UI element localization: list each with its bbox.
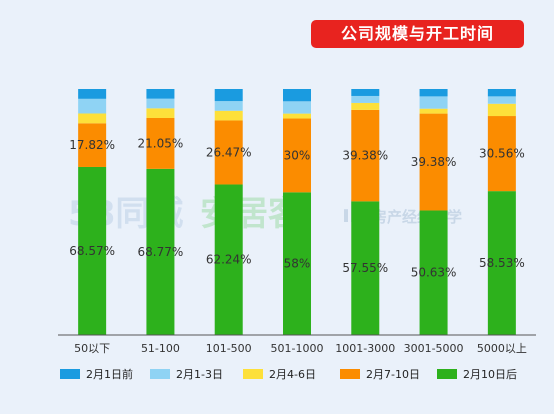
data-label-2月10日后-501-1000: 58%: [284, 257, 311, 271]
legend-label-2月1-3日: 2月1-3日: [176, 368, 223, 381]
x-tick-label-51-100: 51-100: [141, 342, 180, 355]
data-label-2月7-10日-1001-3000: 39.38%: [342, 149, 388, 163]
bar-segment-2月1日前-501-1000: [283, 89, 311, 102]
bars-layer: [78, 89, 516, 335]
legend-label-2月4-6日: 2月4-6日: [269, 368, 316, 381]
x-tick-label-3001-5000: 3001-5000: [404, 342, 464, 355]
bar-segment-2月4-6日-501-1000: [283, 113, 311, 119]
bar-segment-2月1-3日-3001-5000: [419, 96, 448, 109]
legend-swatch-2月4-6日: [243, 369, 263, 379]
bar-segment-2月4-6日-3001-5000: [419, 108, 448, 114]
legend-swatch-2月10日后: [437, 369, 457, 379]
data-label-2月7-10日-5000以上: 30.56%: [479, 147, 525, 161]
legend-item-2月7-10日: 2月7-10日: [340, 368, 420, 381]
data-label-2月7-10日-50以下: 17.82%: [69, 138, 115, 152]
chart-title: 公司规模与开工时间: [311, 20, 524, 48]
bar-segment-2月1日前-3001-5000: [419, 89, 448, 97]
legend-label-2月1日前: 2月1日前: [86, 367, 133, 381]
data-label-2月10日后-1001-3000: 57.55%: [342, 261, 388, 275]
data-label-2月10日后-50以下: 68.57%: [69, 244, 115, 258]
bar-segment-2月7-10日-5000以上: [487, 116, 516, 192]
x-tick-label-501-1000: 501-1000: [271, 342, 324, 355]
bar-segment-2月7-10日-501-1000: [283, 118, 311, 193]
bar-segment-2月1-3日-101-500: [214, 101, 243, 111]
bar-segment-2月10日后-50以下: [78, 166, 107, 335]
data-label-2月7-10日-501-1000: 30%: [284, 148, 311, 162]
bar-segment-2月1-3日-501-1000: [283, 101, 311, 114]
bar-segment-2月10日后-101-500: [214, 184, 243, 335]
watermark-layer: 58同城 安居客 房产经纪大学: [68, 194, 462, 234]
x-tick-label-101-500: 101-500: [206, 342, 252, 355]
data-label-2月7-10日-51-100: 21.05%: [138, 136, 184, 150]
data-label-2月10日后-51-100: 68.77%: [138, 245, 184, 259]
bar-segment-2月4-6日-5000以上: [487, 103, 516, 117]
x-tick-label-50以下: 50以下: [74, 342, 110, 355]
legend: 2月1日前 2月1-3日 2月4-6日 2月7-10日 2月10日后: [60, 367, 517, 381]
legend-label-2月10日后: 2月10日后: [463, 368, 517, 381]
legend-item-2月10日后: 2月10日后: [437, 368, 517, 381]
x-tick-label-1001-3000: 1001-3000: [335, 342, 395, 355]
legend-swatch-2月1-3日: [150, 369, 170, 379]
data-label-2月7-10日-3001-5000: 39.38%: [411, 155, 457, 169]
bar-segment-2月7-10日-1001-3000: [351, 109, 380, 202]
bar-segment-2月7-10日-3001-5000: [419, 113, 448, 211]
bar-segment-2月10日后-5000以上: [487, 191, 516, 335]
x-tick-label-5000以上: 5000以上: [477, 342, 527, 355]
bar-segment-2月10日后-1001-3000: [351, 201, 380, 335]
legend-item-2月1-3日: 2月1-3日: [150, 368, 223, 381]
x-tick-labels: 50以下 51-100 101-500 501-1000 1001-3000 3001-5…: [74, 342, 527, 355]
bar-segment-2月1日前-1001-3000: [351, 89, 380, 96]
bar-segment-2月1日前-101-500: [214, 89, 243, 102]
watermark-right: 房产经纪大学: [372, 208, 462, 226]
bar-segment-2月10日后-51-100: [146, 168, 175, 335]
bar-segment-2月7-10日-51-100: [146, 117, 175, 169]
bar-segment-2月1-3日-5000以上: [487, 96, 516, 104]
legend-swatch-2月7-10日: [340, 369, 360, 379]
bar-segment-2月1日前-5000以上: [487, 89, 516, 97]
legend-item-2月1日前: 2月1日前: [60, 367, 133, 381]
bar-segment-2月4-6日-101-500: [214, 110, 243, 121]
bar-segment-2月7-10日-101-500: [214, 120, 243, 185]
data-labels: 68.57% 17.82% 68.77% 21.05% 62.24% 26.47% 58% 3…: [69, 136, 524, 279]
bar-segment-2月10日后-3001-5000: [419, 210, 448, 335]
bar-segment-2月1-3日-51-100: [146, 98, 175, 109]
data-label-2月10日后-5000以上: 58.53%: [479, 256, 525, 270]
bar-segment-2月1日前-51-100: [146, 89, 175, 99]
bar-segment-2月1-3日-50以下: [78, 98, 107, 114]
bar-segment-2月4-6日-50以下: [78, 113, 107, 124]
bar-segment-2月4-6日-51-100: [146, 108, 175, 118]
data-label-2月10日后-101-500: 62.24%: [206, 253, 252, 267]
data-label-2月10日后-3001-5000: 50.63%: [411, 266, 457, 280]
legend-item-2月4-6日: 2月4-6日: [243, 368, 316, 381]
bar-segment-2月4-6日-1001-3000: [351, 102, 380, 110]
bar-segment-2月7-10日-50以下: [78, 123, 107, 167]
bar-segment-2月1日前-50以下: [78, 89, 107, 99]
data-label-2月7-10日-101-500: 26.47%: [206, 145, 252, 159]
bar-segment-2月10日后-501-1000: [283, 192, 311, 335]
legend-label-2月7-10日: 2月7-10日: [366, 368, 420, 381]
bar-segment-2月1-3日-1001-3000: [351, 95, 380, 103]
legend-swatch-2月1日前: [60, 369, 80, 379]
